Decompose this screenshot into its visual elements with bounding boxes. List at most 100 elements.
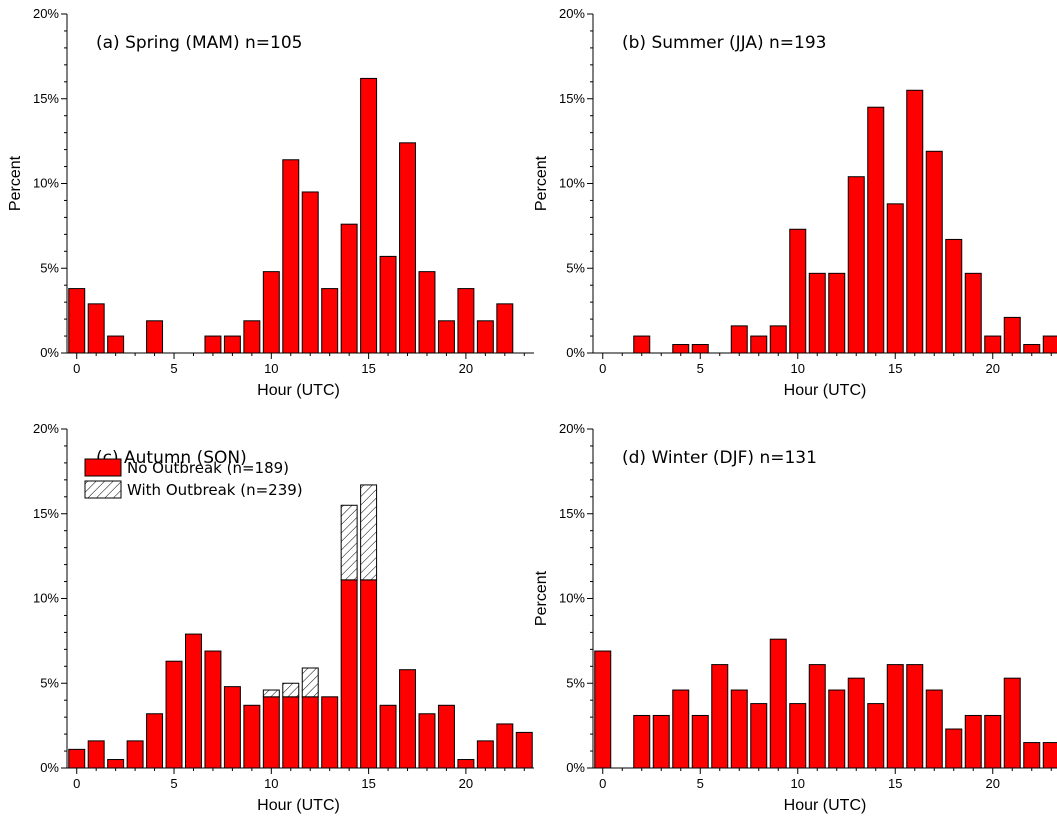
bar-count-hour-6: [711, 664, 729, 769]
bar-count-hour-2: [633, 714, 651, 769]
bar-count-hour-9: [243, 320, 261, 354]
bar-count-hour-11: [282, 159, 300, 354]
bar-count-hour-14: [867, 703, 885, 769]
bar-count-hour-3: [652, 714, 670, 769]
x-axis-title: Hour (UTC): [257, 797, 340, 814]
bar-count-hour-3: [126, 740, 144, 769]
bar-count-hour-2: [107, 335, 125, 354]
x-tick-label: 15: [361, 776, 375, 791]
bar-count-hour-12: [301, 191, 319, 354]
x-tick-label: 10: [791, 776, 805, 791]
x-tick-label: 10: [791, 361, 805, 376]
x-tick-label: 0: [599, 776, 606, 791]
bar-count-hour-4: [146, 713, 164, 769]
bar-count-hour-5: [691, 714, 709, 769]
x-tick-label: 5: [697, 361, 704, 376]
bar-count-hour-17: [399, 142, 416, 354]
panel-2: 0% 5% 10% 15% 20% 0 5 10 15 20 Hour (UTC) (c) Autum…: [33, 421, 534, 814]
bar-count-hour-7: [730, 325, 748, 354]
bar-count-hour-22: [496, 303, 514, 354]
bar-count-hour-17: [925, 150, 943, 354]
bar-count-hour-13: [321, 288, 339, 354]
bar-count-hour-11: [282, 696, 300, 769]
bar-count-hour-9: [769, 325, 787, 354]
x-tick-label: 10: [264, 776, 278, 791]
y-tick-label: 15%: [559, 91, 585, 106]
x-tick-label: 15: [888, 361, 902, 376]
y-tick-label: 0%: [40, 760, 59, 775]
y-tick-label: 15%: [559, 506, 585, 521]
bar-count-hour-8: [223, 335, 241, 354]
y-tick-label: 0%: [566, 345, 585, 360]
bar-count-hour-10: [262, 696, 280, 769]
bar-count-hour-11: [808, 272, 826, 354]
x-tick-label: 5: [170, 776, 177, 791]
x-tick-label: 20: [459, 776, 473, 791]
bar-count-hour-8: [750, 703, 768, 769]
bar-count-hour-5: [165, 660, 183, 769]
y-tick-label: 20%: [33, 6, 59, 21]
x-axis-title: Hour (UTC): [257, 382, 340, 399]
bar-count-hour-17: [399, 669, 416, 769]
y-tick-label: 0%: [566, 760, 585, 775]
panel-3: 0% 5% 10% 15% 20% 0 5 10 15 20 Hour (UTC) Percent (d…: [533, 421, 1057, 814]
panel-title: (c) Autumn (SON): [96, 448, 247, 468]
bar-count-hour-20: [457, 759, 475, 769]
legend-swatch: [84, 458, 122, 477]
y-tick-label: 5%: [566, 260, 585, 275]
bar-count-hour-20: [457, 288, 475, 354]
bar-count-hour-21: [476, 740, 494, 769]
bar-count-hour-9: [769, 638, 787, 769]
bar-count-hour-13: [321, 696, 339, 769]
bar-count-hour-14: [340, 223, 358, 354]
bar-count-hour-19: [437, 320, 455, 354]
y-axis-title: Percent: [533, 155, 550, 211]
bar-count-hour-7: [730, 689, 748, 769]
bar-count-hour-4: [672, 344, 690, 354]
bar-count-hour-19: [964, 272, 982, 354]
bar-count-hour-13: [847, 176, 865, 354]
bar-count-hour-6: [185, 633, 202, 769]
bar-count-hour-11: [808, 664, 826, 769]
bar-count-hour-16: [906, 664, 924, 769]
bar-count-hour-12: [301, 696, 319, 769]
bar-count-hour-8: [223, 686, 241, 769]
bar-count-hour-12: [828, 272, 846, 354]
y-tick-label: 5%: [40, 675, 59, 690]
bar-count-hour-2: [633, 335, 651, 354]
y-tick-label: 5%: [40, 260, 59, 275]
bar-count-hour-16: [906, 89, 924, 354]
y-tick-label: 10%: [33, 176, 59, 191]
legend-swatch: [84, 480, 122, 499]
x-axis-title: Hour (UTC): [784, 382, 867, 399]
bar-count-hour-1: [87, 303, 105, 354]
panel-0: 0% 5% 10% 15% 20% 0 5 10 15 20 Hour (UTC) Percent (a…: [7, 6, 534, 399]
x-tick-label: 5: [697, 776, 704, 791]
bar-count-hour-16: [379, 255, 397, 354]
bar-count-hour-4: [672, 689, 690, 769]
bar-count-hour-10: [262, 271, 280, 354]
bar-count-hour-18: [418, 271, 436, 354]
bar-count-hour-17: [925, 689, 943, 769]
y-axis-title: Percent: [7, 155, 24, 211]
x-axis-title: Hour (UTC): [784, 797, 867, 814]
x-tick-label: 5: [170, 361, 177, 376]
bar-count-hour-23: [515, 731, 533, 769]
bar-count-hour-0: [594, 650, 612, 769]
y-tick-label: 5%: [566, 675, 585, 690]
legend-label: With Outbreak (n=239): [127, 481, 303, 499]
x-tick-label: 15: [361, 361, 375, 376]
bar-count-hour-15: [360, 77, 378, 354]
legend-label: No Outbreak (n=189): [127, 459, 289, 477]
bar-count-hour-12: [828, 689, 846, 769]
bar-outbreak-hour-10: [262, 689, 280, 698]
bar-count-hour-21: [1003, 677, 1021, 769]
bar-outbreak-hour-15: [360, 484, 378, 581]
y-tick-label: 15%: [33, 91, 59, 106]
bar-count-hour-14: [867, 106, 885, 354]
bar-count-hour-22: [1023, 742, 1041, 769]
x-tick-label: 20: [986, 776, 1000, 791]
y-tick-label: 10%: [559, 176, 585, 191]
bar-count-hour-23: [1042, 335, 1057, 354]
